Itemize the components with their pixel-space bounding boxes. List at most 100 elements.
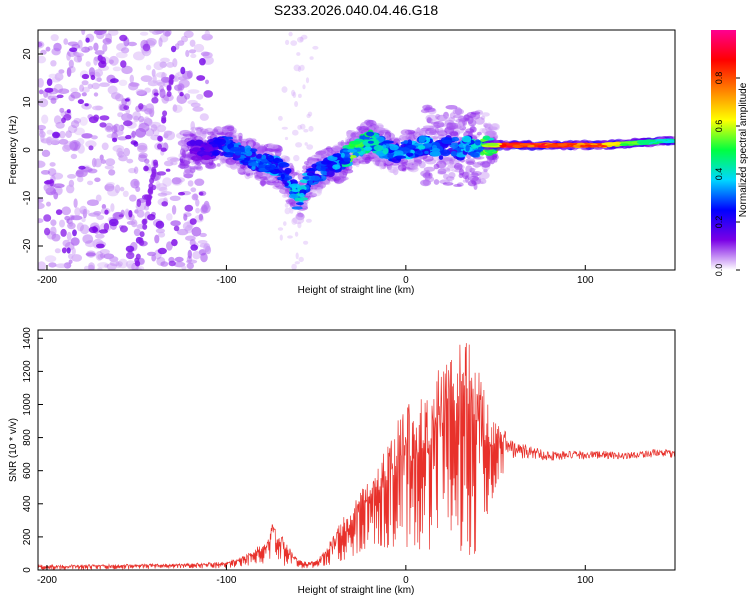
spectrogram-blob <box>212 146 220 150</box>
spectrogram-blob <box>147 188 153 195</box>
spectrogram-blob <box>465 144 470 152</box>
spectrogram-blob <box>467 180 477 187</box>
spectrogram-blob <box>161 71 166 82</box>
spectrogram-blob <box>112 145 125 152</box>
spectrogram-blob <box>77 53 83 63</box>
snr-x-tick-label: -200 <box>37 575 57 586</box>
spectrogram-blob <box>181 265 187 270</box>
spectrogram-blob <box>297 197 309 201</box>
spectrogram-blob <box>278 162 290 168</box>
spectrogram-blob <box>76 168 88 178</box>
spectrogram-blob <box>157 143 162 150</box>
snr-y-tick-label: 0 <box>22 567 33 573</box>
spectrogram-blob <box>127 263 137 270</box>
snr-panel: -200 -100 0 100 0 200 400 600 800 1000 1200 1400 H… <box>8 327 676 596</box>
spectrogram-blob <box>117 124 122 134</box>
spectrogram-blob <box>269 182 282 186</box>
spectrogram-blob <box>166 213 173 221</box>
spectrogram-blob <box>445 105 458 110</box>
spectrogram-blob <box>163 130 173 136</box>
spectrogram-blob <box>118 103 123 111</box>
spectrogram-blob <box>115 261 123 267</box>
spectrogram-blob <box>316 186 323 194</box>
spectrogram-blob <box>214 138 227 145</box>
spectrogram-blob <box>171 177 183 186</box>
spectrogram-blob <box>118 214 124 218</box>
spectrogram-blob <box>207 131 215 136</box>
spectrogram-blob <box>142 223 148 230</box>
spectrogram-blob <box>306 144 314 150</box>
spectrogram-blob <box>58 138 69 145</box>
spectrogram-blob <box>179 92 184 97</box>
spectrogram-blob <box>111 125 118 134</box>
spectrogram-blob <box>424 150 429 154</box>
spectrogram-blob <box>348 143 356 148</box>
spectrogram-blob <box>151 166 157 173</box>
spectrogram-blob <box>287 235 293 239</box>
spectrogram-blob <box>256 147 266 156</box>
spectrogram-blob <box>557 143 568 147</box>
spectrogram-blob <box>196 93 204 100</box>
spectrogram-blob <box>106 133 119 139</box>
spectrogram-blob <box>160 261 169 267</box>
spectrogram-blob <box>486 158 493 164</box>
spectrogram-blob <box>266 155 275 162</box>
spectrogram-blob <box>147 80 159 87</box>
spectrogram-blob <box>69 47 78 53</box>
spectrogram-x-tick-label: 100 <box>577 275 594 286</box>
spectrogram-blob <box>177 40 185 46</box>
spectrogram-blob <box>117 150 125 158</box>
spectrogram-blob <box>125 245 135 253</box>
spectrogram-blob <box>70 215 83 221</box>
spectrogram-blob <box>389 168 396 173</box>
spectrogram-blob <box>95 233 105 239</box>
spectrogram-blob <box>115 93 124 102</box>
spectrogram-blob <box>82 86 90 93</box>
spectrogram-blob <box>110 203 115 212</box>
spectrogram-blob <box>190 121 195 131</box>
spectrogram-blob <box>84 103 89 107</box>
spectrogram-blob <box>244 150 253 157</box>
spectrogram-blob <box>393 150 404 156</box>
spectrogram-blob <box>100 159 106 165</box>
spectrogram-blob <box>166 241 173 251</box>
spectrogram-blob <box>66 184 75 194</box>
spectrogram-blob <box>168 78 174 85</box>
spectrogram-blob <box>70 120 80 129</box>
spectrogram-blob <box>192 251 201 260</box>
spectrogram-blob <box>210 134 217 139</box>
spectrogram-blob <box>247 162 259 167</box>
spectrogram-blob <box>239 164 246 169</box>
spectrogram-blob <box>88 67 95 77</box>
colorbar-ticks: 0.0 0.2 0.4 0.6 0.8 <box>714 72 740 276</box>
spectrogram-blob <box>445 168 451 173</box>
snr-y-tick-label: 1400 <box>22 327 33 350</box>
spectrogram-blob <box>191 226 202 237</box>
spectrogram-blob <box>255 154 262 159</box>
spectrogram-blob <box>93 114 100 121</box>
spectrogram-blob <box>283 221 287 227</box>
spectrogram-blob <box>106 263 117 270</box>
spectrogram-blob <box>119 34 128 42</box>
spectrogram-blob <box>79 205 88 215</box>
spectrogram-blob <box>182 221 193 231</box>
spectrogram-blob <box>61 117 66 124</box>
spectrogram-blob <box>38 261 46 270</box>
spectrogram-blob <box>91 157 97 168</box>
spectrogram-blob <box>55 123 65 128</box>
spectrogram-blob <box>601 142 615 146</box>
spectrogram-blob <box>70 91 81 99</box>
spectrogram-blob <box>184 225 193 234</box>
spectrogram-blob <box>165 168 171 172</box>
spectrogram-blob <box>38 202 45 210</box>
spectrogram-blob <box>479 178 487 185</box>
spectrogram-blob <box>134 265 145 270</box>
spectrogram-blob <box>96 214 105 220</box>
spectrogram-blob <box>78 46 85 52</box>
spectrogram-blob <box>38 197 44 203</box>
spectrogram-blob <box>150 124 158 132</box>
spectrogram-blob <box>189 39 196 47</box>
spectrogram-blob <box>292 91 297 98</box>
spectrogram-blob <box>493 158 498 163</box>
spectrogram-blob <box>129 74 134 84</box>
